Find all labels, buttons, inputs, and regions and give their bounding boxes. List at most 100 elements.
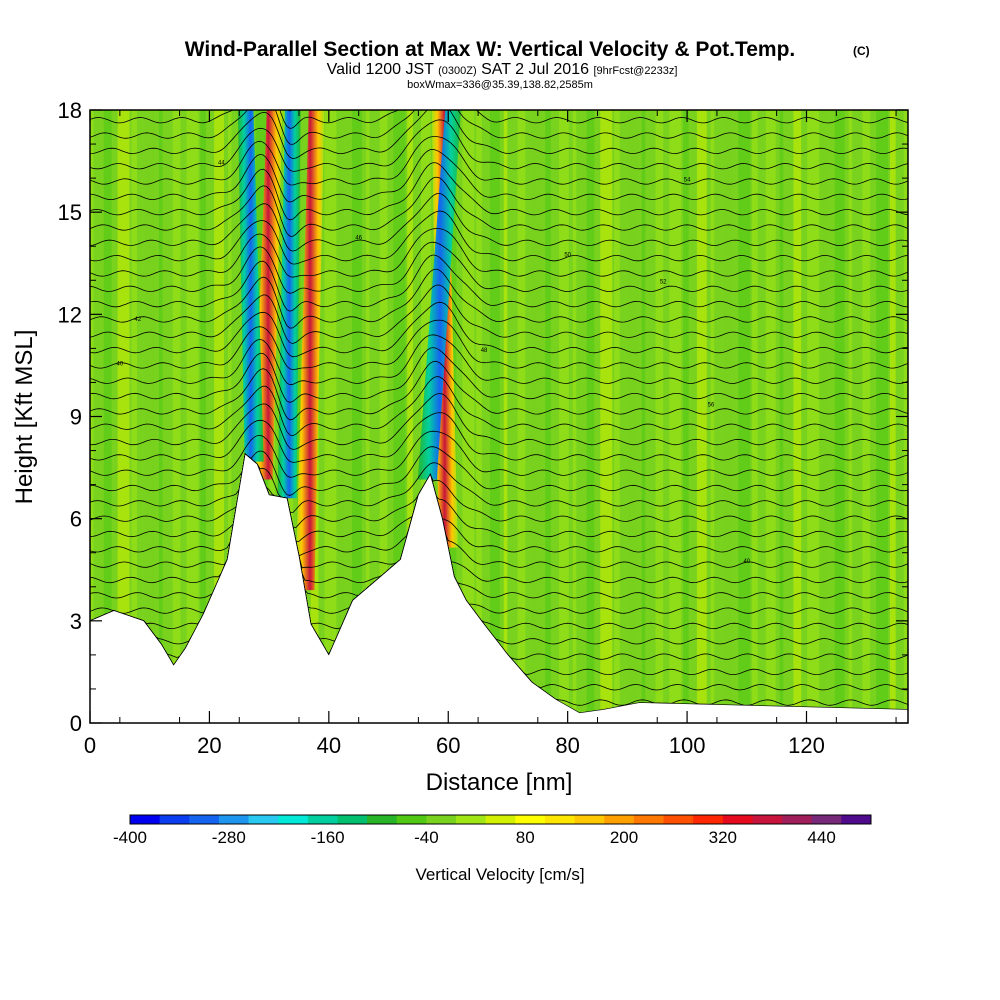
field-band xyxy=(572,110,577,723)
colorbar-swatch xyxy=(130,815,161,824)
forecast-info: [9hrFcst@2233z] xyxy=(593,65,677,77)
pot-temp-contour xyxy=(90,301,908,358)
field-band xyxy=(117,110,130,723)
field-band xyxy=(214,110,224,723)
colorbar-swatch xyxy=(278,815,309,824)
field-band xyxy=(738,110,751,723)
valid-time-subtitle: Valid 1200 JST (0300Z) SAT 2 Jul 2016 [9… xyxy=(327,61,678,78)
colorbar-swatch xyxy=(426,815,457,824)
colorbar-swatch xyxy=(663,815,694,824)
field-band xyxy=(752,110,758,723)
field-band xyxy=(407,110,413,723)
field-band xyxy=(765,110,776,723)
pot-temp-contour xyxy=(90,176,908,237)
pot-temp-contour xyxy=(90,162,908,221)
y-tick-label: 15 xyxy=(58,200,82,225)
field-band xyxy=(614,110,620,723)
copyright-mark: (C) xyxy=(853,44,870,58)
colorbar-swatch xyxy=(811,815,842,824)
contour-label: 48 xyxy=(481,348,488,354)
contour-label: 54 xyxy=(684,178,691,184)
x-tick-label: 100 xyxy=(669,733,706,758)
field-band xyxy=(186,110,199,723)
valid-prefix: Valid 1200 JST xyxy=(327,61,435,78)
field-band xyxy=(545,110,551,723)
contour-label: 56 xyxy=(708,402,715,408)
downdraft-plume xyxy=(417,110,461,480)
pot-temp-contour xyxy=(90,110,908,129)
colorbar-tick-label: 440 xyxy=(807,828,835,847)
x-tick-label: 0 xyxy=(84,733,96,758)
field-band xyxy=(710,110,715,723)
pot-temp-contour xyxy=(90,453,908,528)
plot-area: 40 42 44 46 48 50 52 54 56 40 xyxy=(90,110,908,723)
x-axis-ticks: 0 20 40 60 80 100 120 xyxy=(84,110,897,758)
pot-temp-contour xyxy=(90,319,908,371)
pot-temp-contour xyxy=(90,446,908,496)
x-tick-label: 120 xyxy=(788,733,825,758)
colorbar-swatch xyxy=(485,815,516,824)
field-band xyxy=(145,110,156,723)
box-max-info: boxWmax=336@35.39,138.82,2585m xyxy=(407,79,593,91)
colorbar-swatch xyxy=(159,815,190,824)
field-band xyxy=(876,110,889,723)
y-tick-label: 0 xyxy=(70,711,82,736)
colorbar-swatch xyxy=(574,815,605,824)
field-band xyxy=(352,110,362,723)
field-band xyxy=(862,110,871,723)
pot-temp-contour xyxy=(90,136,908,186)
field-band xyxy=(365,110,370,723)
colorbar-swatch xyxy=(396,815,427,824)
valid-date: SAT 2 Jul 2016 xyxy=(481,61,589,78)
field-band xyxy=(655,110,664,723)
field-band xyxy=(669,110,682,723)
field-band xyxy=(324,110,337,723)
valid-utc: (0300Z) xyxy=(438,65,477,77)
field-band xyxy=(889,110,896,723)
field-band xyxy=(517,110,526,723)
pot-temp-contour xyxy=(90,453,908,543)
contour-label: 40 xyxy=(117,361,124,367)
chart-title: Wind-Parallel Section at Max W: Vertical… xyxy=(185,38,796,61)
field-band xyxy=(586,110,595,723)
pot-temp-contour xyxy=(90,148,908,203)
pot-temp-contour xyxy=(90,453,908,514)
field-band xyxy=(724,110,733,723)
field-band xyxy=(821,110,827,723)
colorbar-tick-label: 320 xyxy=(709,828,737,847)
field-band xyxy=(296,110,301,723)
pot-temp-contour xyxy=(90,110,908,145)
x-tick-label: 60 xyxy=(436,733,460,758)
colorbar xyxy=(129,814,872,825)
colorbar-swatch xyxy=(544,815,575,824)
field-band xyxy=(793,110,802,723)
colorbar-tick-label: -160 xyxy=(311,828,345,847)
field-band xyxy=(600,110,613,723)
contour-label: 46 xyxy=(355,235,362,241)
colorbar-swatch xyxy=(782,815,813,824)
colorbar-swatch xyxy=(307,815,338,824)
x-tick-label: 80 xyxy=(555,733,579,758)
pot-temp-contour xyxy=(90,393,908,450)
field-band xyxy=(848,110,853,723)
pot-temp-contour xyxy=(90,430,908,478)
colorbar-swatch xyxy=(752,815,783,824)
contour-label: 50 xyxy=(564,252,571,258)
y-tick-label: 18 xyxy=(58,98,82,123)
colorbar-swatch xyxy=(248,815,279,824)
y-axis-label: Height [Kft MSL] xyxy=(11,330,38,505)
pot-temp-contour xyxy=(90,210,908,265)
pot-temp-contour xyxy=(90,453,908,557)
pot-temp-contour xyxy=(90,284,908,344)
colorbar-swatch xyxy=(456,815,487,824)
y-tick-label: 12 xyxy=(58,302,82,327)
terrain-mask xyxy=(90,453,908,723)
field-band xyxy=(779,110,784,723)
y-axis-ticks: 0 3 6 9 12 15 18 xyxy=(58,98,908,736)
colorbar-swatch xyxy=(722,815,753,824)
field-band xyxy=(627,110,638,723)
field-band xyxy=(834,110,845,723)
field-band xyxy=(489,110,500,723)
field-band xyxy=(558,110,569,723)
